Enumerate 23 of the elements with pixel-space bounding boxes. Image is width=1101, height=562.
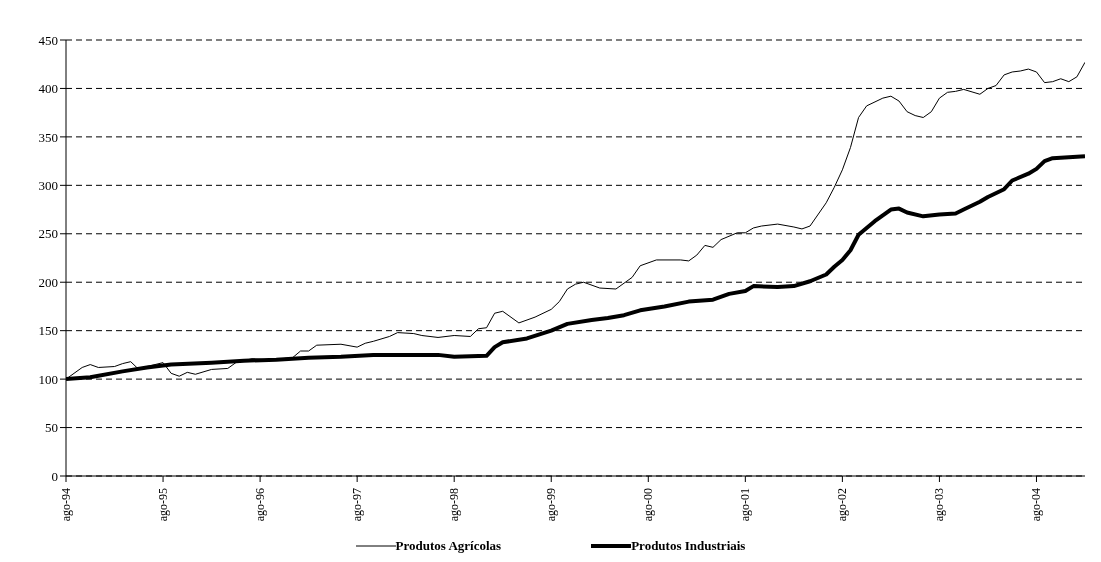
x-tick-label: ago-04 <box>1029 488 1044 522</box>
x-tick-label: ago-97 <box>350 488 365 522</box>
y-tick-label: 300 <box>38 177 58 193</box>
y-tick-label: 400 <box>38 81 58 97</box>
legend-label: Produtos Agrícolas <box>395 538 502 554</box>
x-tick-label: ago-02 <box>835 488 850 522</box>
y-tick-label: 200 <box>38 274 58 290</box>
y-tick-label: 450 <box>38 32 58 48</box>
x-tick-label: ago-96 <box>253 488 268 522</box>
x-tick-label: ago-01 <box>738 488 753 522</box>
y-tick-label: 0 <box>51 468 58 484</box>
x-tick-label: ago-95 <box>156 488 171 522</box>
legend-label: Produtos Industriais <box>631 538 746 554</box>
x-tick-label: ago-99 <box>544 488 559 522</box>
x-tick-label: ago-94 <box>59 488 73 522</box>
y-tick-label: 150 <box>38 323 58 339</box>
x-tick-label: ago-98 <box>447 488 462 522</box>
y-tick-label: 50 <box>45 420 58 436</box>
y-tick-label: 250 <box>38 226 58 242</box>
y-tick-label: 350 <box>38 129 58 145</box>
x-tick-label: ago-00 <box>641 488 656 522</box>
x-tick-label: ago-03 <box>932 488 947 522</box>
y-tick-label: 100 <box>38 371 58 387</box>
